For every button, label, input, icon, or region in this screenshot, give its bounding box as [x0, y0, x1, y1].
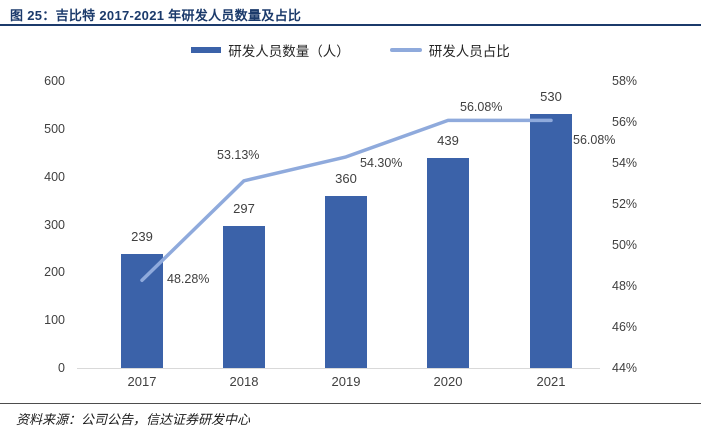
- right-axis-tick: 52%: [612, 197, 638, 211]
- left-axis-tick: 400: [44, 169, 65, 184]
- bar-value-label: 439: [437, 133, 459, 148]
- left-axis-tick: 0: [58, 361, 65, 375]
- line-value-label: 56.08%: [460, 100, 503, 115]
- legend-item-bar-series: 研发人员数量（人）: [191, 40, 350, 60]
- line-series-swatch: [389, 48, 422, 52]
- right-axis-tick: 50%: [612, 238, 638, 252]
- source-note: 资料来源：公司公告，信达证券研发中心: [16, 412, 251, 427]
- left-axis-tick: 300: [44, 217, 65, 232]
- x-axis-label-2018: 2018: [229, 374, 259, 389]
- x-axis-label-2019: 2019: [331, 374, 361, 389]
- line-value-label: 53.13%: [217, 147, 260, 162]
- left-axis-tick: 200: [44, 265, 65, 280]
- x-axis-label-2017: 2017: [127, 374, 157, 389]
- footer-divider: [0, 403, 701, 404]
- legend-label-line-series: 研发人员占比: [428, 44, 510, 59]
- bar-value-label: 297: [233, 200, 255, 216]
- line-value-label: 48.28%: [167, 272, 210, 287]
- left-axis-tick: 600: [44, 74, 65, 88]
- legend-label-bar-series: 研发人员数量（人）: [228, 44, 350, 59]
- legend-item-line-series: 研发人员占比: [389, 40, 510, 60]
- right-axis-tick: 56%: [612, 115, 638, 129]
- right-axis-tick: 44%: [612, 361, 638, 375]
- x-axis-label-2020: 2020: [433, 374, 463, 389]
- left-axis-tick: 100: [44, 313, 65, 328]
- title-divider: [0, 24, 701, 26]
- figure-title: 图 25：吉比特 2017-2021 年研发人员数量及占比: [10, 8, 302, 23]
- bar-2020: [427, 158, 469, 368]
- bar-value-label: 239: [131, 228, 153, 244]
- bar-value-label: 530: [540, 89, 562, 105]
- right-axis-tick: 46%: [612, 320, 638, 334]
- right-axis-tick: 48%: [612, 279, 638, 293]
- bar-series-swatch: [191, 47, 222, 53]
- bar-2021: [530, 114, 572, 368]
- x-axis-line: [77, 368, 600, 369]
- left-axis-tick: 500: [44, 121, 65, 136]
- bar-2018: [223, 225, 265, 368]
- x-axis-label-2021: 2021: [536, 374, 566, 389]
- line-value-label: 54.30%: [360, 155, 403, 170]
- right-axis-tick: 58%: [612, 74, 638, 88]
- line-value-label: 56.08%: [573, 133, 616, 148]
- bar-2017: [121, 253, 163, 368]
- bar-2019: [325, 195, 367, 368]
- right-axis-tick: 54%: [612, 156, 638, 170]
- bar-value-label: 360: [335, 170, 357, 186]
- chart-legend: 研发人员数量（人） 研发人员占比: [0, 40, 701, 60]
